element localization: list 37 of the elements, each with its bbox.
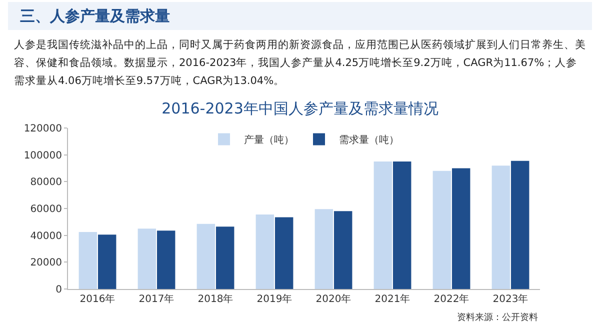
bar [510,160,530,289]
y-tick-label: 100000 [24,150,62,162]
bar [156,230,176,289]
bar [334,211,352,289]
x-tick-label: 2023年 [492,293,528,305]
y-tick-label: 80000 [30,177,62,188]
bar [452,168,470,289]
bar [78,232,98,289]
y-tick-label: 40000 [30,230,62,242]
x-tick-label: 2019年 [256,293,292,305]
text: 三、人参产量及需求量 [8,2,592,30]
bar [256,214,274,289]
y-tick-label: 0 [56,284,62,296]
bar [492,166,510,289]
y-tick-label: 20000 [30,258,62,269]
legend-label: 需求量（吨） [339,134,399,146]
bar [274,217,294,289]
x-tick-label: 2021年 [374,293,410,305]
bar [314,209,334,289]
bar [196,224,216,289]
y-tick-label: 60000 [30,204,62,215]
x-tick-label: 2018年 [198,293,234,305]
chart-title: 2016-2023年中国人参产量及需求量情况 [162,100,438,118]
text: 人参是我国传统滋补品中的上品，同时又属于药食两用的新资源食品，应用范围已从医药领域扩展到人们日常养生、美容、保健和食品领域。数据显示，2016-2023年，我国人参产量从4.25万吨增长至9.2万吨，CAGR为11.67%；人参需求量从4.06万吨增长至9.57万吨，CAGR为13.04%。 [14,38,586,89]
x-tick-label: 2017年 [138,293,174,305]
x-tick-label: 2020年 [316,293,352,305]
legend-label: 产量（吨） [244,134,294,146]
bar [374,162,392,289]
x-tick-label: 2022年 [434,293,470,305]
bar [432,170,452,289]
y-tick-label: 120000 [24,124,62,134]
text: 资料来源：公开资料 [457,312,538,323]
x-tick-label: 2016年 [80,293,116,305]
bar [392,162,412,289]
bar [216,226,234,289]
bar [98,234,116,289]
bar [138,228,156,289]
